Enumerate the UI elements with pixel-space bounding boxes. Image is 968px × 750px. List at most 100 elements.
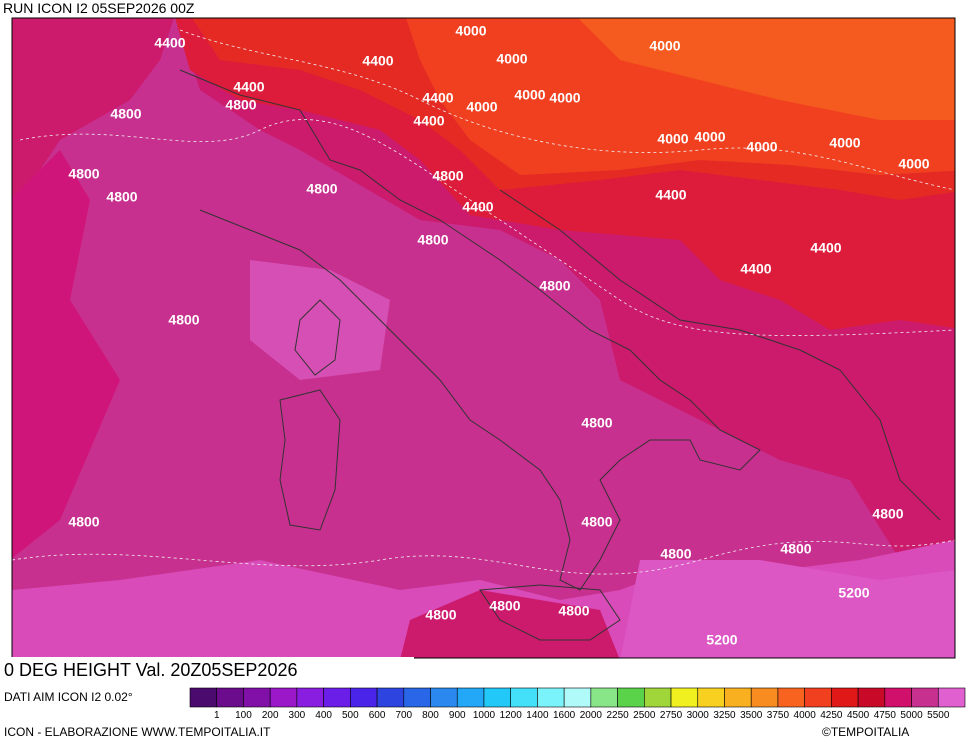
field-3750 (578, 18, 955, 120)
legend-swatch (456, 687, 485, 708)
legend-label: 4500 (847, 710, 870, 721)
legend-swatch (724, 687, 752, 708)
contour-label: 4400 (154, 35, 185, 51)
sicily (479, 584, 621, 641)
legend-label: 400 (315, 710, 332, 721)
contour-labels: 4000 4000 4000 4000 4000 4000 4000 4000 4000 4000… (68, 0, 929, 648)
contour-label: 4800 (581, 514, 612, 530)
contour-label: 4800 (660, 546, 691, 562)
isolines (12, 29, 955, 575)
contour-label: 4800 (539, 278, 570, 294)
legend-swatch (189, 687, 218, 708)
legend-label: 300 (289, 710, 306, 721)
contour-label: 4400 (740, 261, 771, 277)
data-source: DATI AIM ICON I2 0.02° (4, 690, 133, 704)
field-west (12, 18, 174, 568)
contour-label: 4000 (496, 51, 527, 67)
credit: ICON - ELABORAZIONE WWW.TEMPOITALIA.IT (4, 725, 271, 739)
balkan-coast (499, 189, 941, 521)
legend-swatch (644, 687, 672, 708)
contour-label: 4000 (649, 38, 680, 54)
legend-label: 900 (449, 710, 466, 721)
legend-swatch (804, 687, 832, 708)
contour-label: 4000 (898, 156, 929, 172)
coastlines (179, 69, 941, 641)
contour-label: 4000 (455, 23, 486, 39)
legend-label: 600 (369, 710, 386, 721)
legend-swatch (537, 687, 565, 708)
map: 4000 4000 4000 4000 4000 4000 4000 4000 4000 4000… (12, 0, 955, 658)
legend-swatch (590, 687, 618, 708)
legend-label: 2250 (606, 710, 629, 721)
contour-label: 4400 (362, 53, 393, 69)
contour-label: 5200 (706, 632, 737, 648)
legend-label: 500 (342, 710, 359, 721)
legend-label: 1 (214, 710, 220, 721)
contour-label: 4000 (299, 0, 330, 16)
legend-label: 1600 (553, 710, 576, 721)
legend-swatch (269, 687, 298, 708)
contour-label: 4400 (233, 79, 264, 95)
contour-label: 4000 (635, 2, 666, 18)
corsica (294, 299, 341, 376)
legend-label: 700 (395, 710, 412, 721)
sardinia (279, 389, 341, 531)
legend-swatch (831, 687, 859, 708)
contour-label: 4800 (225, 97, 256, 113)
contour-label: 4800 (780, 541, 811, 557)
legend-label: 1200 (500, 710, 523, 721)
italy-coast (179, 69, 761, 591)
contour-label: 4000 (514, 87, 545, 103)
contour-label: 4800 (417, 232, 448, 248)
legend-swatch (937, 687, 966, 708)
copyright: ©TEMPOITALIA (822, 725, 909, 739)
color-legend: 1 100 200 300 400 500 600 700 800 900 1000 1200 1400… (189, 687, 966, 721)
legend-label: 4750 (874, 710, 897, 721)
legend-label: 5000 (900, 710, 923, 721)
contour-label: 4400 (462, 199, 493, 215)
legend-swatch (296, 687, 324, 708)
legend-swatch (670, 687, 699, 708)
legend-label: 2750 (660, 710, 683, 721)
legend-swatch (510, 687, 538, 708)
contour-label: 4800 (68, 166, 99, 182)
legend-label: 2000 (580, 710, 603, 721)
legend-label: 5500 (927, 710, 950, 721)
legend-label: 200 (262, 710, 279, 721)
contour-label: 5200 (838, 585, 869, 601)
contour-label: 4800 (432, 168, 463, 184)
legend-label: 4000 (794, 710, 817, 721)
contour-label: 4800 (558, 603, 589, 619)
legend-label: 4250 (820, 710, 843, 721)
contour-label: 4800 (425, 607, 456, 623)
legend-swatch (777, 687, 805, 708)
map-frame (11, 17, 956, 659)
contour-label: 4800 (489, 598, 520, 614)
legend-label: 800 (422, 710, 439, 721)
legend-label: 100 (235, 710, 252, 721)
legend-swatch (376, 687, 405, 708)
header-box (0, 0, 265, 17)
legend-label: 3500 (740, 710, 763, 721)
legend-label: 1400 (526, 710, 549, 721)
legend-swatch (483, 687, 511, 708)
legend-label: 1000 (473, 710, 496, 721)
contour-label: 4000 (511, 1, 542, 17)
legend-label: 2500 (633, 710, 656, 721)
footer-title-box (0, 657, 414, 684)
legend-swatch (617, 687, 645, 708)
contour-label: 4000 (657, 131, 688, 147)
legend-swatch (430, 687, 458, 708)
contour-label: 4800 (110, 106, 141, 122)
legend-label: 3250 (713, 710, 736, 721)
legend-swatch (750, 687, 779, 708)
contour-label: 4000 (466, 99, 497, 115)
contour-label: 4800 (68, 514, 99, 530)
legend-swatch (697, 687, 725, 708)
contour-label: 4800 (106, 189, 137, 205)
legend-swatch (243, 687, 271, 708)
contour-label: 4400 (655, 187, 686, 203)
legend-swatch (884, 687, 912, 708)
legend-swatch (323, 687, 351, 708)
